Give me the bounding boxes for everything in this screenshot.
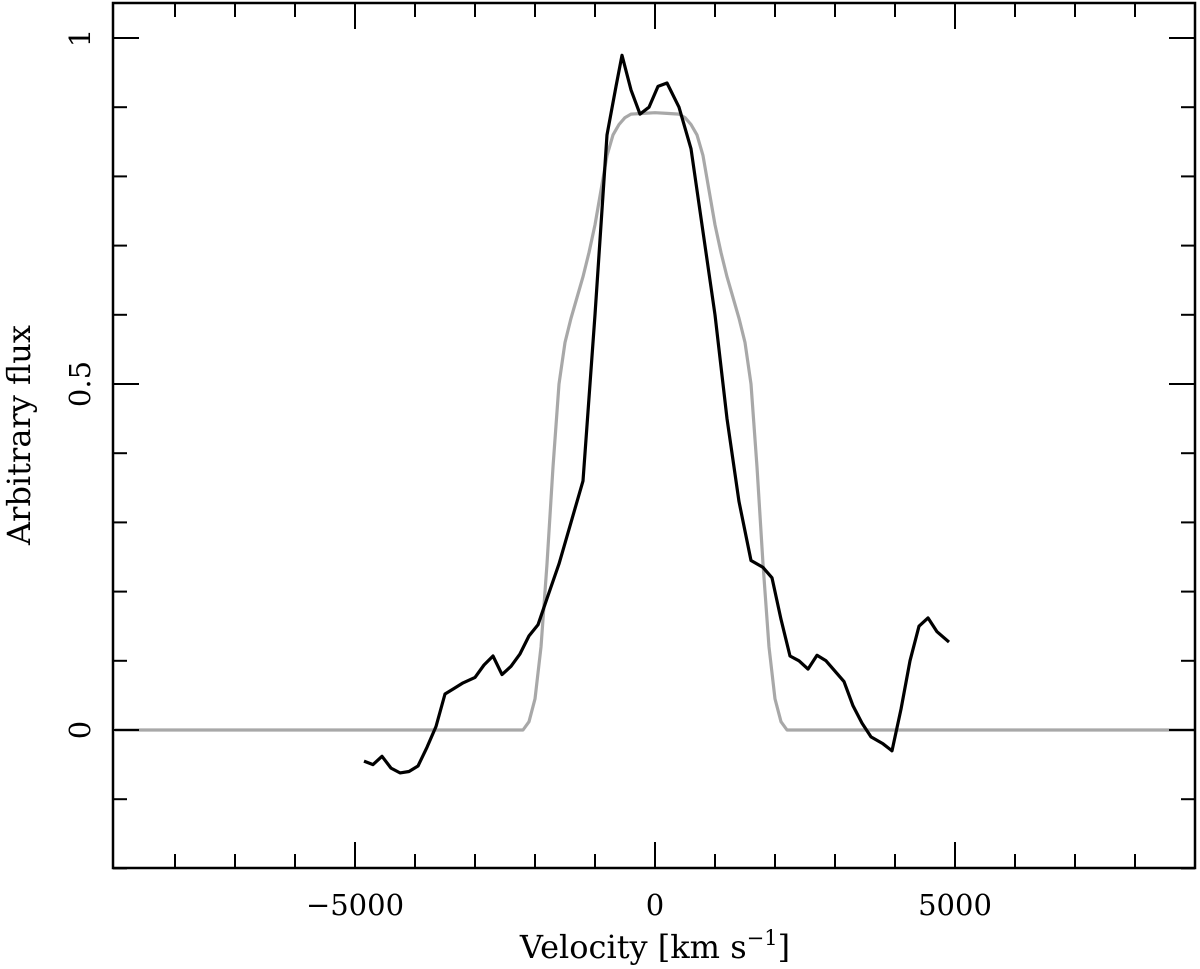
y-tick-label: 0 <box>63 721 97 739</box>
series-line-0 <box>363 53 951 775</box>
x-axis-title: Velocity [km s−1] <box>519 926 790 966</box>
x-axis-title-suffix: ] <box>778 928 790 966</box>
y-tick-label: 1 <box>63 29 97 47</box>
y-tick-label: 0.5 <box>63 361 97 407</box>
plot-frame <box>111 1 1197 870</box>
series-line-1 <box>115 111 1195 732</box>
y-axis-title: Arbitrary flux <box>0 325 38 546</box>
x-tick-label: −5000 <box>306 888 404 922</box>
x-tick-label: 5000 <box>918 888 992 922</box>
x-tick-label: 0 <box>646 888 664 922</box>
series-layer <box>115 53 1195 775</box>
labels-layer: −5000 0 5000 0 0.5 1 <box>63 29 992 922</box>
x-axis-title-superscript: −1 <box>747 926 778 950</box>
ticks-layer <box>113 3 1195 870</box>
x-axis-title-main: Velocity [km s <box>519 928 747 966</box>
